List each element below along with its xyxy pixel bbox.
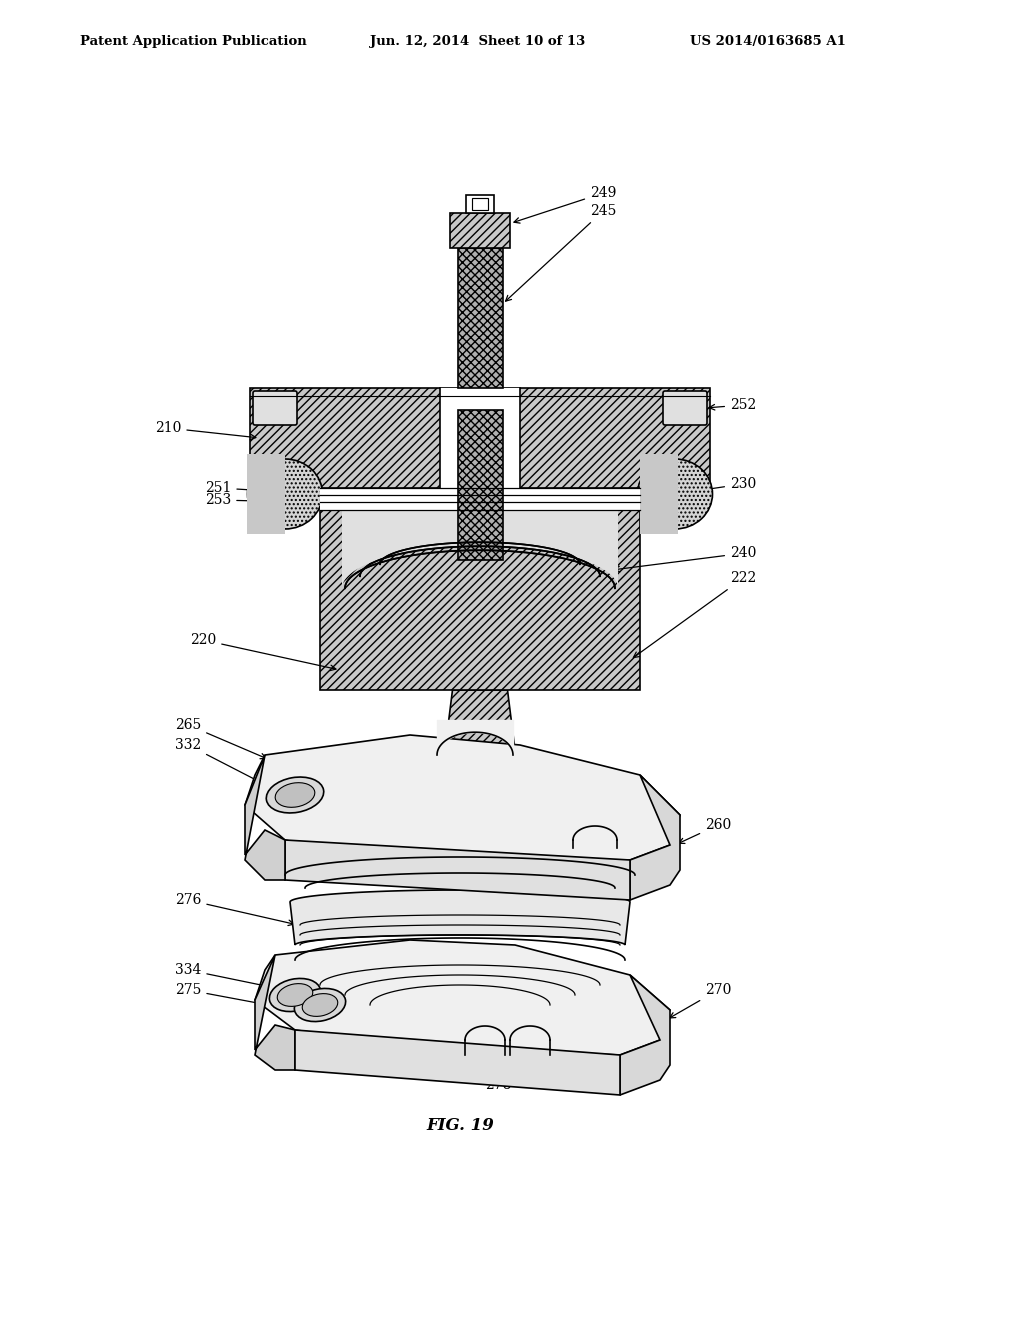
Ellipse shape bbox=[248, 459, 323, 529]
FancyBboxPatch shape bbox=[253, 391, 297, 425]
Text: 270: 270 bbox=[670, 983, 731, 1018]
Bar bbox=[450, 213, 510, 248]
Text: Jun. 12, 2014  Sheet 10 of 13: Jun. 12, 2014 Sheet 10 of 13 bbox=[370, 36, 586, 48]
Polygon shape bbox=[245, 755, 285, 880]
Bar bbox=[640, 454, 678, 535]
Bar bbox=[319, 488, 640, 510]
Text: 260: 260 bbox=[679, 818, 731, 843]
Ellipse shape bbox=[294, 989, 346, 1022]
Polygon shape bbox=[245, 735, 680, 870]
Ellipse shape bbox=[302, 994, 338, 1016]
Text: 240: 240 bbox=[614, 546, 757, 572]
Text: 230: 230 bbox=[679, 477, 757, 495]
Polygon shape bbox=[630, 775, 680, 900]
Bar bbox=[458, 411, 503, 560]
Text: 276: 276 bbox=[175, 894, 294, 925]
Bar bbox=[458, 248, 503, 388]
FancyBboxPatch shape bbox=[663, 391, 707, 425]
Text: FIG. 19: FIG. 19 bbox=[426, 1117, 494, 1134]
Ellipse shape bbox=[269, 978, 321, 1011]
Bar bbox=[466, 195, 494, 213]
Text: 334: 334 bbox=[175, 964, 291, 993]
Ellipse shape bbox=[638, 459, 713, 529]
Text: 275: 275 bbox=[175, 983, 291, 1011]
Text: 222: 222 bbox=[634, 572, 757, 657]
Polygon shape bbox=[255, 940, 670, 1055]
Text: 252: 252 bbox=[710, 399, 757, 412]
Text: US 2014/0163685 A1: US 2014/0163685 A1 bbox=[690, 36, 846, 48]
Text: 251: 251 bbox=[205, 480, 336, 498]
Text: 253: 253 bbox=[205, 492, 336, 507]
Bar bbox=[250, 388, 710, 488]
Text: Patent Application Publication: Patent Application Publication bbox=[80, 36, 307, 48]
Bar bbox=[319, 506, 640, 690]
Polygon shape bbox=[295, 1030, 620, 1096]
Text: FIG. 18: FIG. 18 bbox=[446, 807, 514, 824]
Bar bbox=[247, 454, 285, 535]
Polygon shape bbox=[255, 954, 295, 1071]
Polygon shape bbox=[342, 506, 618, 589]
Ellipse shape bbox=[275, 783, 314, 808]
Polygon shape bbox=[442, 690, 517, 770]
Text: 277: 277 bbox=[520, 1044, 547, 1082]
Polygon shape bbox=[620, 975, 670, 1096]
Text: 220: 220 bbox=[190, 634, 336, 671]
Polygon shape bbox=[290, 890, 630, 945]
Text: 265: 265 bbox=[175, 718, 266, 759]
Text: 332: 332 bbox=[175, 738, 291, 799]
Ellipse shape bbox=[278, 983, 312, 1006]
Bar bbox=[440, 388, 520, 488]
Text: 210: 210 bbox=[155, 421, 256, 440]
Ellipse shape bbox=[266, 777, 324, 813]
Polygon shape bbox=[285, 840, 630, 900]
Bar bbox=[472, 198, 488, 210]
Text: 245: 245 bbox=[506, 205, 616, 301]
Text: 278: 278 bbox=[485, 1061, 511, 1092]
Text: 249: 249 bbox=[514, 186, 616, 223]
